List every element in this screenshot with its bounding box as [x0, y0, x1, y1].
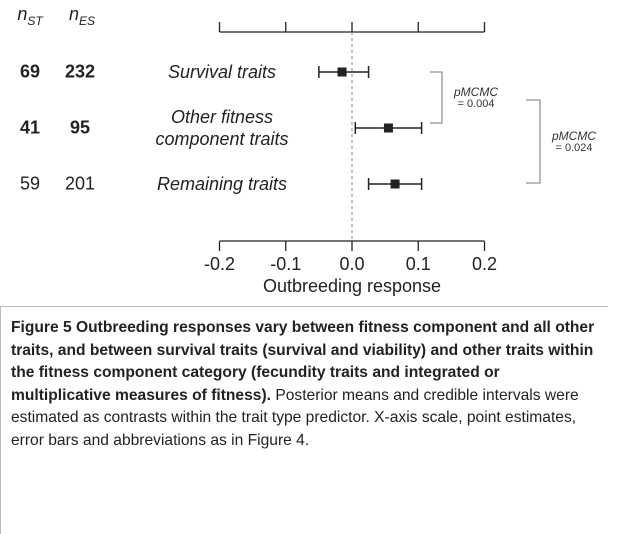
category-label: Survival traits: [167, 62, 277, 82]
category-label: Remaining traits: [156, 174, 288, 194]
caption-text: Posterior means and credible intervals w…: [11, 386, 579, 449]
column-symbol: n: [68, 4, 79, 25]
point-estimate: [383, 123, 393, 133]
category-label: Other fitness component traits: [155, 107, 289, 149]
x-axis-label: Outbreeding response: [263, 276, 441, 296]
comparison-value: = 0.024: [555, 141, 593, 154]
x-tick-label: 0.1: [406, 254, 431, 274]
comparison-stat: pMCMC: [454, 84, 498, 99]
point-estimate: [337, 67, 347, 77]
caption: Figure 5 Outbreeding responses vary betw…: [0, 306, 608, 534]
point-estimate: [390, 179, 400, 189]
n-value: 69: [19, 61, 41, 82]
n-value: 232: [64, 61, 96, 82]
n-value: 59: [19, 173, 41, 194]
comparison-stat: pMCMC: [552, 128, 596, 143]
comparison-value: = 0.004: [457, 97, 495, 110]
comparison-label: pMCMC = 0.004: [454, 86, 498, 110]
caption-title: Outbreeding responses vary between fitne…: [11, 319, 595, 404]
comparison-label: pMCMC = 0.024: [552, 130, 596, 154]
x-tick-label: 0.2: [472, 254, 497, 274]
caption-label: Figure 5: [11, 319, 72, 336]
chart: -0.2 -0.1 0.0 0.1 0.2 Outbreeding response: [204, 22, 541, 296]
column-subscript: ST: [27, 13, 43, 28]
x-tick-label: 0.0: [339, 254, 364, 274]
column-header: nST: [17, 4, 42, 28]
comparison-bracket: [526, 99, 541, 184]
n-value: 41: [19, 117, 41, 138]
x-tick-label: -0.1: [270, 254, 301, 274]
column-header: nES: [69, 4, 95, 28]
comparison-bracket: [430, 71, 443, 124]
column-subscript: ES: [79, 13, 96, 28]
n-value: 201: [64, 173, 96, 194]
x-tick-label: -0.2: [204, 254, 235, 274]
n-value: 95: [69, 117, 91, 138]
column-symbol: n: [17, 4, 28, 25]
